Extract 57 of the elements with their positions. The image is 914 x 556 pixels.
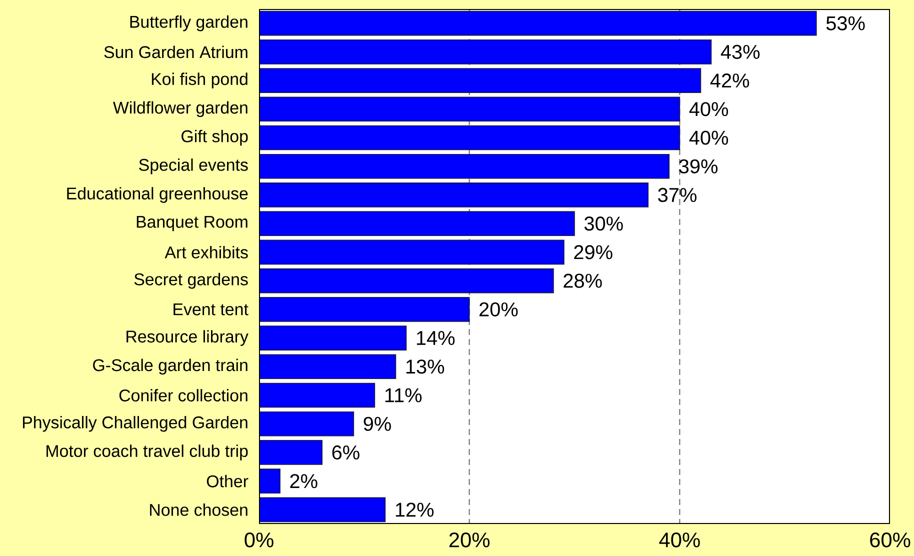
data-label: 43% bbox=[720, 44, 760, 59]
bar bbox=[259, 182, 649, 208]
data-label: 42% bbox=[710, 74, 750, 88]
bar bbox=[259, 96, 680, 122]
y-tick-label: Physically Challenged Garden bbox=[22, 416, 248, 432]
bar bbox=[259, 354, 396, 380]
y-tick-label: None chosen bbox=[150, 503, 248, 516]
bar bbox=[259, 297, 470, 322]
y-tick-label: Art exhibits bbox=[164, 246, 248, 258]
data-label: 29% bbox=[574, 245, 612, 260]
data-label: 2% bbox=[290, 474, 318, 488]
bar bbox=[259, 40, 712, 64]
y-tick-label: Special events bbox=[139, 158, 248, 174]
data-label: 13% bbox=[406, 360, 444, 374]
y-tick-label: Butterfly garden bbox=[130, 15, 248, 32]
bar bbox=[259, 268, 554, 294]
data-label: 53% bbox=[826, 16, 865, 30]
y-tick-label: Resource library bbox=[126, 330, 248, 346]
y-tick-label: Koi fish pond bbox=[152, 72, 248, 88]
bar bbox=[259, 240, 564, 265]
data-label: 9% bbox=[364, 416, 391, 431]
data-label: 6% bbox=[332, 445, 360, 460]
bar bbox=[259, 411, 354, 436]
bar bbox=[259, 497, 386, 522]
y-tick-label: Other bbox=[206, 474, 248, 488]
bar bbox=[259, 154, 670, 179]
data-label: 11% bbox=[385, 388, 422, 402]
y-tick-label: Conifer collection bbox=[119, 389, 248, 402]
x-tick-label: 40% bbox=[659, 532, 700, 548]
x-tick-label: 60% bbox=[870, 532, 910, 548]
data-label: 30% bbox=[584, 216, 623, 231]
data-label: 37% bbox=[658, 188, 696, 202]
bar bbox=[259, 326, 407, 350]
bar bbox=[259, 440, 322, 465]
y-tick-label: Banquet Room bbox=[136, 216, 248, 232]
bar bbox=[259, 382, 376, 408]
data-label: 20% bbox=[480, 302, 518, 316]
data-label: 40% bbox=[689, 102, 728, 116]
y-tick-label: Event tent bbox=[174, 304, 248, 316]
y-tick-label: Gift shop bbox=[182, 130, 248, 146]
data-label: 14% bbox=[416, 331, 455, 345]
y-tick-label: Educational greenhouse bbox=[67, 187, 248, 203]
data-label: 39% bbox=[679, 159, 718, 174]
data-label: 40% bbox=[689, 130, 728, 145]
x-tick-label: 20% bbox=[449, 532, 490, 548]
y-tick-label: Sun Garden Atrium bbox=[104, 46, 248, 58]
bar bbox=[259, 68, 702, 93]
y-tick-label: G-Scale garden train bbox=[93, 358, 248, 375]
data-label: 12% bbox=[396, 502, 434, 517]
bar bbox=[259, 211, 575, 236]
y-tick-label: Wildflower garden bbox=[113, 101, 248, 118]
bar bbox=[259, 11, 816, 36]
bar bbox=[259, 125, 680, 150]
data-label: 28% bbox=[564, 274, 602, 288]
y-tick-label: Secret gardens bbox=[134, 272, 248, 289]
y-tick-label: Motor coach travel club trip bbox=[46, 444, 248, 460]
x-tick-label: 0% bbox=[244, 532, 274, 548]
